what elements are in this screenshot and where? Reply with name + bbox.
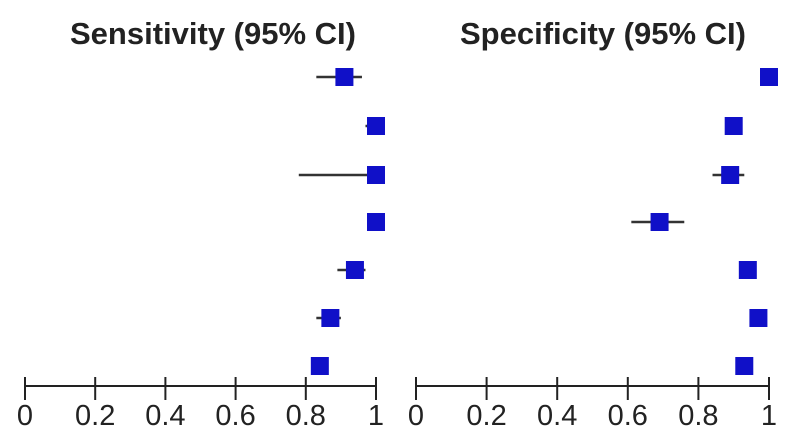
specificity-point-marker (749, 309, 768, 327)
sensitivity-tick-label: 0 (17, 400, 33, 432)
specificity-panel: Specificity (95% CI) 0 0.2 0.4 0.6 0.8 1 (408, 16, 778, 432)
sensitivity-point-marker (367, 166, 385, 184)
sensitivity-point-marker (367, 117, 385, 135)
specificity-point-marker (760, 68, 778, 86)
sensitivity-tick-label: 0.8 (286, 400, 326, 432)
specificity-point-marker (724, 117, 743, 135)
sensitivity-point-marker (335, 68, 354, 86)
specificity-tick-label: 1 (761, 400, 777, 432)
sensitivity-panel: Sensitivity (95% CI) 0 0.2 0.4 0.6 0.8 1 (17, 16, 385, 432)
sensitivity-point-marker (321, 309, 340, 327)
sensitivity-tick-label: 0.2 (75, 400, 115, 432)
sensitivity-tick-label: 0.6 (215, 400, 255, 432)
specificity-tick-label: 0.8 (678, 400, 718, 432)
sensitivity-point-marker (367, 213, 385, 231)
specificity-point-marker (735, 357, 754, 375)
specificity-tick-label: 0 (408, 400, 424, 432)
sensitivity-tick-label: 1 (368, 400, 384, 432)
specificity-tick-label: 0.6 (608, 400, 648, 432)
specificity-point-marker (650, 213, 669, 231)
specificity-title: Specificity (95% CI) (460, 16, 746, 51)
specificity-point-marker (738, 261, 757, 279)
specificity-tick-label: 0.4 (537, 400, 577, 432)
sensitivity-point-marker (345, 261, 364, 279)
specificity-tick-label: 0.2 (466, 400, 506, 432)
sensitivity-point-marker (310, 357, 329, 375)
sensitivity-title: Sensitivity (95% CI) (70, 16, 356, 51)
specificity-point-marker (721, 166, 740, 184)
sensitivity-tick-label: 0.4 (145, 400, 185, 432)
